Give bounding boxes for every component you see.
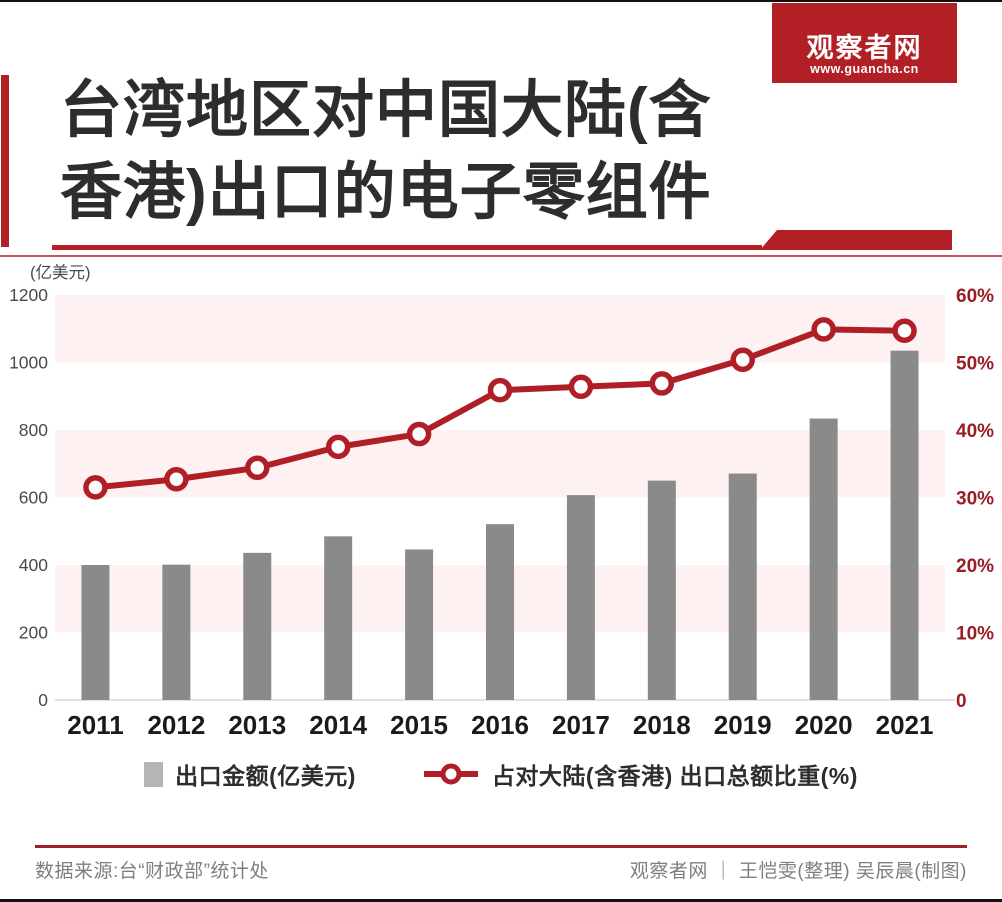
y2-axis-tick-label: 60% — [956, 286, 994, 307]
y-axis-tick-label: 600 — [19, 488, 48, 508]
export-value-bar — [566, 495, 595, 700]
export-value-bar — [486, 524, 514, 700]
data-point-marker — [892, 318, 917, 344]
y2-axis-tick-label: 0 — [956, 691, 967, 712]
x-axis-label: 2017 — [552, 710, 610, 740]
x-axis-label: 2015 — [390, 710, 448, 740]
guancha-logo-url: www.guancha.cn — [810, 62, 919, 76]
data-point-marker — [164, 467, 189, 492]
y2-axis-tick-label: 40% — [956, 421, 994, 442]
x-axis-label: 2011 — [67, 710, 123, 740]
footer-divider-line — [35, 845, 967, 848]
y-axis-tick-label: 800 — [19, 420, 48, 440]
y-axis-tick-label: 0 — [38, 690, 48, 710]
data-point-marker — [730, 347, 755, 373]
title-accent-stripe — [1, 75, 9, 247]
export-value-bar — [809, 418, 838, 700]
data-point-marker — [649, 371, 675, 396]
x-axis-label: 2020 — [795, 710, 853, 740]
x-axis-label: 2021 — [876, 710, 934, 740]
page-title-line1: 台湾地区对中国大陆(含 — [60, 76, 712, 145]
grid-band — [55, 430, 945, 498]
bar-series-swatch-icon — [144, 761, 164, 787]
guancha-logo-text: 观察者网 — [806, 33, 923, 63]
bar-series-label: 出口金额(亿美元) — [175, 763, 356, 789]
y2-axis-tick-label: 50% — [956, 354, 994, 375]
export-value-bar — [324, 536, 353, 700]
legend-item-bar: 出口金额(亿美元) — [144, 757, 356, 791]
y-axis-tick-label: 1000 — [9, 353, 48, 373]
legend-item-line: 占对大陆(含香港) 出口总额比重(%) — [422, 757, 858, 791]
y-axis-tick-label: 200 — [19, 623, 48, 643]
chart-legend: 出口金额(亿美元) 占对大陆(含香港) 出口总额比重(%) — [0, 757, 1002, 791]
guancha-logo: 观察者网 www.guancha.cn — [772, 3, 957, 83]
export-value-bar — [647, 480, 676, 700]
x-axis-label: 2018 — [633, 710, 691, 740]
line-series-marker-icon — [423, 763, 478, 785]
bottom-border-line — [0, 899, 1002, 902]
footer: 数据来源:台“财政部”统计处 观察者网 ｜ 王恺雯(整理) 吴辰晨(制图) — [35, 856, 967, 883]
page-title-line2: 香港)出口的电子零组件 — [60, 158, 712, 227]
export-value-bar — [405, 549, 434, 700]
data-point-marker — [325, 434, 351, 460]
line-series-label: 占对大陆(含香港) 出口总额比重(%) — [491, 763, 858, 789]
data-point-marker — [83, 475, 108, 500]
y-axis-tick-label: 1200 — [9, 285, 48, 305]
export-value-bar — [81, 565, 110, 700]
data-point-marker — [406, 421, 432, 447]
page-title: 台湾地区对中国大陆(含 香港)出口的电子零组件 — [60, 70, 840, 234]
data-source-text: 数据来源:台“财政部”统计处 — [35, 861, 269, 882]
x-axis-label: 2012 — [147, 710, 205, 740]
export-value-bar — [890, 350, 919, 700]
x-axis-label: 2014 — [309, 710, 367, 740]
data-point-marker — [568, 374, 594, 400]
y-axis-tick-label: 400 — [19, 555, 48, 575]
grid-band — [55, 295, 945, 363]
y2-axis-tick-label: 20% — [956, 556, 994, 577]
x-axis-label: 2019 — [714, 710, 772, 740]
export-value-bar — [728, 473, 757, 700]
export-chart: (亿美元) 0 200 400 600 800 1000 1200 0 10% 20% 30% 40% 5… — [9, 263, 994, 740]
data-point-marker — [811, 317, 836, 342]
y2-axis-tick-label: 10% — [956, 624, 994, 645]
chart-area: (亿美元) 0 200 400 600 800 1000 1200 0 10% 20% 30% 40% 5… — [0, 250, 1002, 755]
header-divider-line — [0, 255, 1002, 257]
data-point-marker — [245, 455, 270, 481]
credit-text: 观察者网 ｜ 王恺雯(整理) 吴辰晨(制图) — [629, 861, 967, 882]
export-value-bar — [243, 552, 272, 700]
x-axis-label: 2016 — [471, 710, 529, 740]
y-axis-unit-label: (亿美元) — [30, 263, 91, 282]
data-point-marker — [487, 377, 513, 403]
title-underline-swoosh — [52, 230, 952, 250]
export-value-bar — [162, 564, 191, 700]
x-axis-label: 2013 — [228, 710, 286, 740]
top-border-line — [0, 0, 1002, 2]
y2-axis-tick-label: 30% — [956, 489, 994, 510]
